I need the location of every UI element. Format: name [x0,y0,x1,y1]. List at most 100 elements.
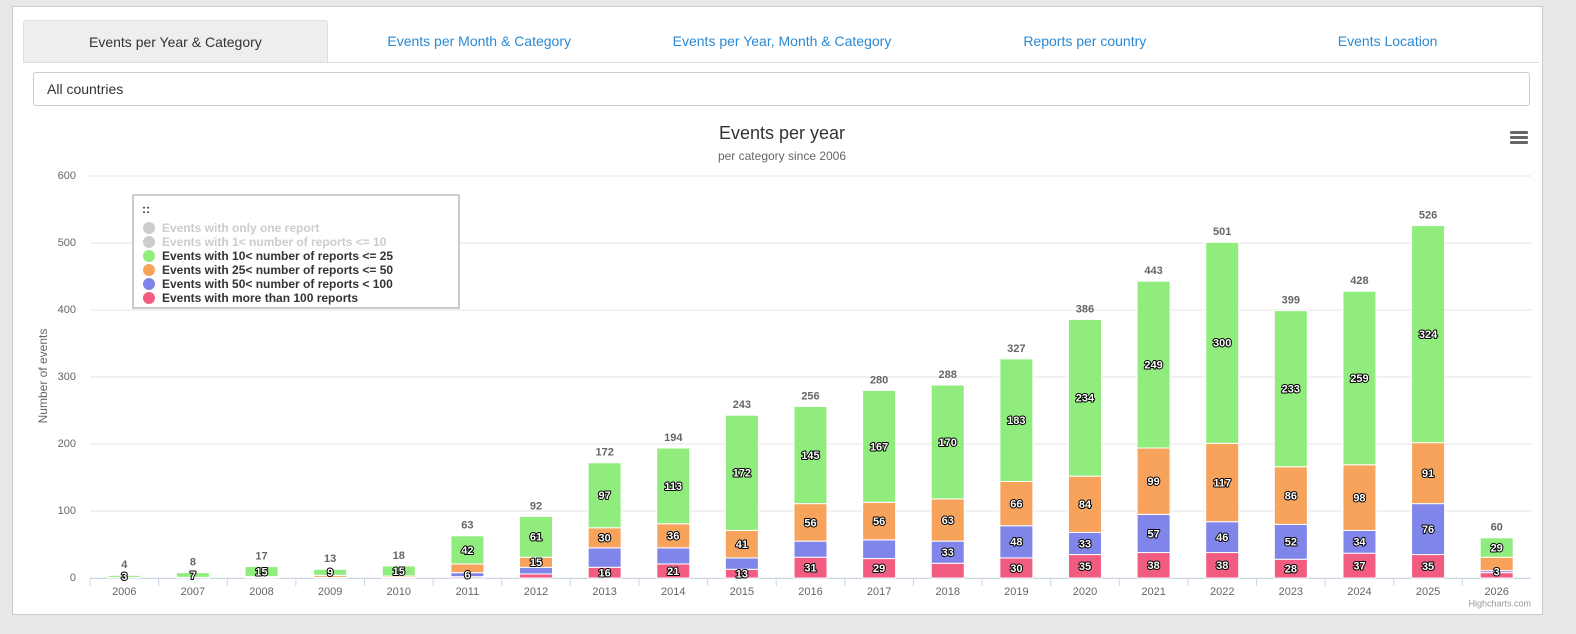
data-label: 56 [873,516,885,528]
legend-item[interactable]: Events with more than 100 reports [143,291,358,305]
data-label: 57 [1147,528,1159,540]
x-tick-label: 2013 [592,586,616,598]
data-label: 98 [1353,493,1365,505]
stack-label: 280 [870,374,888,386]
y-tick-label: 300 [58,371,76,383]
tab[interactable]: Reports per country [933,20,1236,62]
stack-label: 256 [801,390,819,402]
data-label: 16 [599,568,611,580]
legend-label: Events with 25< number of reports <= 50 [162,263,393,277]
data-label: 34 [1353,537,1366,549]
data-label: 84 [1079,499,1092,511]
data-label: 56 [804,517,816,529]
data-label: 42 [461,545,473,557]
legend: ::Events with only one reportEvents with… [133,195,459,308]
stack-label: 288 [939,369,957,381]
data-label: 324 [1419,329,1438,341]
data-label: 3 [121,571,127,583]
x-tick-label: 2024 [1347,586,1371,598]
data-label: 167 [870,441,888,453]
chart-subtitle: per category since 2006 [718,149,846,163]
y-tick-label: 0 [70,572,76,584]
data-label: 97 [599,490,611,502]
menu-icon[interactable] [1510,131,1528,144]
data-label: 249 [1144,360,1162,372]
data-label: 15 [255,567,267,579]
legend-label: Events with 1< number of reports <= 10 [162,235,387,249]
legend-symbol [143,278,155,290]
stack-label: 60 [1491,522,1503,534]
data-label: 21 [667,566,679,578]
stack-label: 386 [1076,303,1094,315]
data-label: 259 [1350,373,1368,385]
credits[interactable]: Highcharts.com [1468,598,1531,608]
bar-segment [588,548,621,567]
x-tick-label: 2021 [1141,586,1165,598]
stack-label: 327 [1007,343,1025,355]
y-tick-label: 400 [58,304,76,316]
data-label: 145 [801,450,819,462]
tab[interactable]: Events per Year, Month & Category [631,20,934,62]
bar-segment [863,540,896,559]
data-label: 28 [1285,564,1297,576]
data-label: 76 [1422,524,1434,536]
legend-label: Events with 50< number of reports < 100 [162,277,393,291]
legend-item[interactable]: Events with 10< number of reports <= 25 [143,249,393,263]
legend-symbol [143,222,155,234]
data-label: 37 [1353,561,1365,573]
legend-symbol [143,292,155,304]
stack-label: 399 [1282,295,1300,307]
legend-item[interactable]: Events with 1< number of reports <= 10 [143,235,387,249]
x-tick-label: 2010 [387,586,411,598]
stack-label: 63 [461,520,473,532]
data-label: 117 [1213,477,1231,489]
chart: Events per year per category since 2006 … [14,110,1542,612]
stack-label: 172 [595,447,613,459]
x-tick-label: 2012 [524,586,548,598]
data-label: 38 [1147,560,1159,572]
legend-item[interactable]: Events with only one report [143,221,319,235]
x-tick-label: 2019 [1004,586,1028,598]
data-label: 233 [1282,384,1300,396]
stack-label: 428 [1350,275,1368,287]
stack-label: 526 [1419,209,1437,221]
stack-label: 13 [324,553,336,565]
data-label: 36 [667,531,679,543]
bar-segment [931,563,964,578]
stack-label: 18 [393,550,405,562]
data-label: 234 [1076,393,1095,405]
country-select[interactable]: All countries [33,72,1530,106]
data-label: 7 [190,570,196,582]
legend-item[interactable]: Events with 50< number of reports < 100 [143,277,393,291]
chart-title: Events per year [719,123,845,143]
data-label: 91 [1422,468,1434,480]
tab[interactable]: Events Location [1236,20,1539,62]
y-axis-label: Number of events [36,329,50,424]
data-label: 99 [1147,476,1159,488]
x-tick-label: 2020 [1073,586,1097,598]
data-label: 170 [939,437,957,449]
data-label: 41 [736,539,748,551]
data-label: 6 [464,570,470,582]
data-label: 30 [599,533,611,545]
y-tick-label: 100 [58,505,76,517]
data-label: 15 [393,566,405,578]
stack-label: 443 [1144,265,1162,277]
x-tick-label: 2006 [112,586,136,598]
stack-label: 501 [1213,226,1231,238]
page: {"tabs": ["Events per Year & Category", … [0,0,1576,634]
legend-item[interactable]: Events with 25< number of reports <= 50 [143,263,393,277]
tab[interactable]: Events per Year & Category [23,20,328,62]
data-label: 33 [1079,538,1091,550]
data-label: 300 [1213,338,1231,350]
x-tick-label: 2008 [249,586,273,598]
data-label: 113 [664,481,682,493]
data-label: 29 [1491,542,1503,554]
tab[interactable]: Events per Month & Category [328,20,631,62]
x-tick-label: 2015 [730,586,754,598]
data-label: 61 [530,532,542,544]
data-label: 183 [1007,415,1025,427]
y-tick-label: 200 [58,438,76,450]
legend-symbol [143,236,155,248]
x-tick-label: 2022 [1210,586,1234,598]
